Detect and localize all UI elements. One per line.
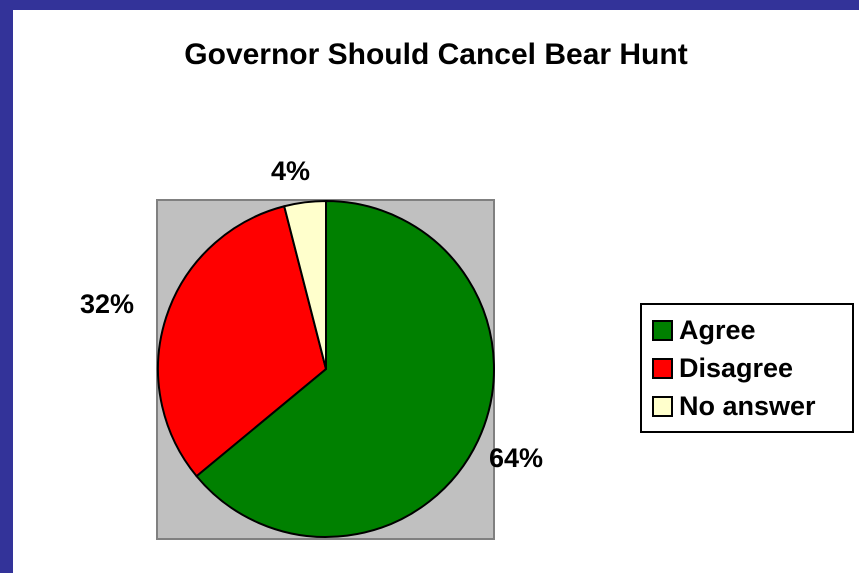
- legend-item-disagree: Disagree: [642, 349, 852, 387]
- pie-slice-no-answer: [283, 200, 327, 370]
- data-label-no-answer: 4%: [271, 156, 310, 186]
- legend-swatch-no-answer: [652, 395, 673, 417]
- legend-item-no-answer: No answer: [642, 387, 852, 425]
- pie-labels: 64% 32% 4%: [80, 156, 543, 473]
- legend-label-no-answer: No answer: [679, 390, 816, 421]
- pie-slices: [156, 200, 495, 538]
- frame-border-top: [0, 0, 859, 10]
- data-label-disagree: 32%: [80, 289, 134, 319]
- legend-swatch-disagree: [652, 357, 673, 379]
- frame-border-left: [0, 0, 13, 573]
- chart-title: Governor Should Cancel Bear Hunt: [184, 38, 688, 71]
- legend-label-disagree: Disagree: [679, 352, 794, 383]
- legend-item-agree: Agree: [642, 311, 852, 349]
- legend-label-agree: Agree: [679, 314, 756, 345]
- pie-slice-agree: [195, 200, 495, 538]
- legend: Agree Disagree No answer: [640, 303, 854, 433]
- pie-slice-disagree: [156, 205, 327, 478]
- data-label-agree: 64%: [489, 443, 543, 473]
- legend-swatch-agree: [652, 319, 673, 341]
